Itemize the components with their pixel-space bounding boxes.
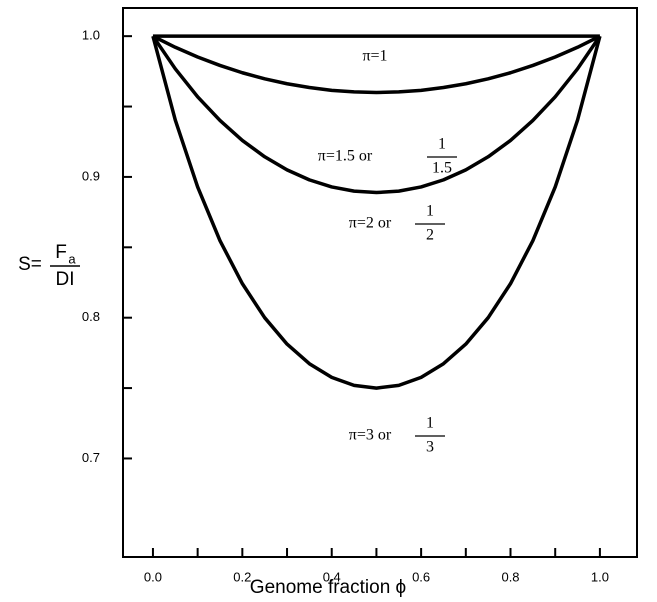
annotation: π=3 or	[349, 427, 392, 444]
annotation-numerator: 1	[438, 136, 446, 153]
annotation: π=2 or	[349, 215, 392, 232]
curve	[152, 34, 601, 95]
y-tick-label: 0.7	[82, 450, 100, 465]
y-label-subscript: a	[68, 251, 76, 266]
x-tick-label: 1.0	[591, 569, 609, 584]
annotation: π=1.5 or	[318, 148, 373, 165]
x-tick-label: 0.2	[233, 569, 251, 584]
annotation-numerator: 1	[426, 415, 434, 432]
annotation: π=1	[362, 48, 387, 65]
x-tick-label: 0.4	[323, 569, 341, 584]
x-tick-label: 0.6	[412, 569, 430, 584]
x-tick-label: 0.8	[501, 569, 519, 584]
y-label-prefix: S=	[18, 254, 42, 275]
annotation-denominator: 2	[426, 227, 434, 244]
curve	[151, 35, 602, 390]
x-axis-label: Genome fraction ϕ	[250, 577, 406, 598]
curve	[151, 35, 602, 195]
y-tick-label: 0.9	[82, 168, 100, 183]
y-axis-label: S= F a DI	[18, 242, 80, 290]
y-tick-label: 1.0	[82, 28, 100, 43]
plot-frame	[122, 7, 638, 558]
y-label-numerator: F	[55, 242, 67, 263]
annotation-numerator: 1	[426, 203, 434, 220]
y-label-denominator: DI	[56, 269, 75, 290]
y-tick-label: 0.8	[82, 309, 100, 324]
annotation-denominator: 3	[426, 439, 434, 456]
x-tick-label: 0.0	[144, 569, 162, 584]
annotation-denominator: 1.5	[432, 160, 452, 177]
